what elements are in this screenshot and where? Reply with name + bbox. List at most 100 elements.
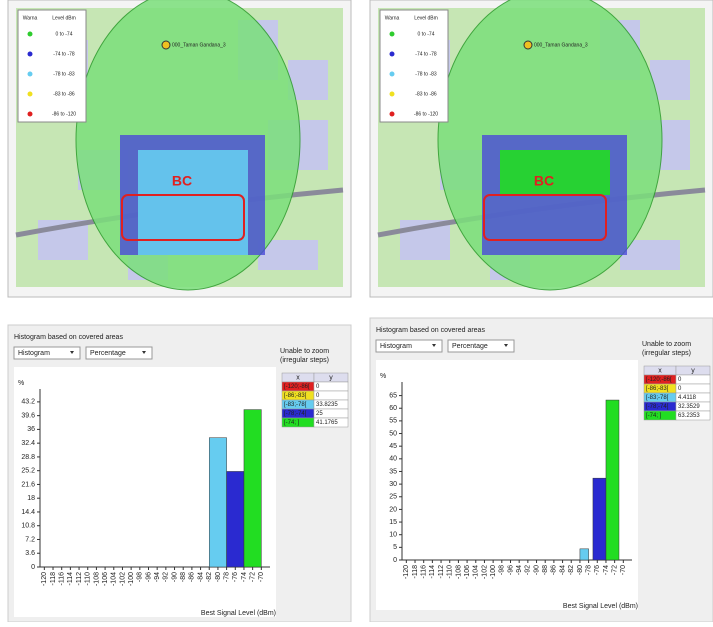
site	[523, 40, 533, 50]
annotation: BC	[534, 173, 554, 189]
dropdown-arrow[interactable]	[70, 351, 74, 354]
y-tick-label: 20	[389, 506, 397, 513]
dropdown-arrow[interactable]	[432, 344, 436, 347]
panel-title: Histogram based on covered areas	[376, 327, 485, 334]
x-tick-label: -118	[50, 572, 57, 586]
legend-label: -78 to -83	[415, 71, 437, 77]
annotation: BC	[172, 173, 192, 189]
site-label: 000_Taman Gandana_3	[534, 42, 588, 48]
bar	[208, 437, 227, 568]
x-tick-label: -116	[59, 572, 66, 586]
y-tick-label: 3.6	[25, 550, 35, 557]
x-tick-label: -90	[533, 565, 540, 575]
dropdown[interactable]	[375, 339, 443, 353]
bar	[226, 471, 245, 568]
dropdown[interactable]	[13, 346, 81, 360]
x-tick-label: -100	[128, 572, 135, 586]
coverage-band	[138, 150, 248, 255]
table-key: [-74; ]	[284, 420, 300, 426]
map: BC 000_Taman Gandana_3 Warna Level dBm 0 to …	[369, 0, 713, 298]
x-tick-label: -120	[41, 572, 48, 586]
dropdown-arrow[interactable]	[142, 351, 146, 354]
table-value: 0	[678, 386, 682, 392]
bar	[592, 477, 607, 561]
panel-title: Histogram based on covered areas	[14, 334, 123, 341]
histogram-panel: Histogram based on covered areas Histogra…	[369, 317, 713, 623]
y-tick-label: 7.2	[25, 536, 35, 543]
x-tick-label: -78	[585, 565, 592, 575]
legend-label: 0 to -74	[418, 31, 435, 37]
x-tick-label: -86	[189, 572, 196, 582]
legend	[17, 9, 87, 123]
y-tick-label: 55	[389, 418, 397, 425]
legend-label: -86 to -120	[52, 111, 76, 117]
legend-label: -74 to -78	[53, 51, 75, 57]
note-box: Unable to zoom (irregular steps)	[642, 341, 691, 357]
x-tick-label: -104	[111, 572, 118, 586]
y-tick-label: 10.8	[21, 523, 35, 530]
y-tick-label: 28.8	[21, 454, 35, 461]
legend-label: -83 to -86	[53, 91, 75, 97]
dropdown[interactable]	[85, 346, 153, 360]
map: BC 000_Taman Gandana_3 Warna Level dBm 0 to …	[7, 0, 352, 298]
dropdown[interactable]	[447, 339, 515, 353]
y-tick-label: 60	[389, 405, 397, 412]
y-tick-label: 40	[389, 456, 397, 463]
table-value-cell	[313, 417, 349, 428]
y-tick-label: 35	[389, 468, 397, 475]
y-tick-label: 32.4	[21, 440, 35, 447]
histogram-panel: Histogram based on covered areas Histogra…	[7, 324, 352, 623]
legend-label: -74 to -78	[415, 51, 437, 57]
note-box: Unable to zoom (irregular steps)	[280, 348, 330, 364]
x-tick-label: -110	[85, 572, 92, 586]
x-tick-label: -90	[171, 572, 178, 582]
x-tick-label: -76	[594, 565, 601, 575]
table-key: [-83;-78[	[646, 395, 669, 401]
y-tick-label: 25.2	[21, 468, 35, 475]
x-tick-label: -94	[516, 565, 523, 575]
x-tick-label: -80	[215, 572, 222, 582]
x-tick-label: -72	[611, 565, 618, 575]
x-tick-label: -84	[197, 572, 204, 582]
table-header: y	[691, 367, 695, 374]
x-tick-label: -70	[620, 565, 627, 575]
table-value: 0	[316, 393, 320, 399]
x-tick-label: -96	[145, 572, 152, 582]
x-tick-label: -96	[507, 565, 514, 575]
x-tick-label: -106	[102, 572, 109, 586]
x-tick-label: -118	[412, 565, 419, 579]
legend-header: Level dBm	[414, 15, 438, 21]
y-tick-label: 21.6	[21, 481, 35, 488]
y-tick-label: 0	[31, 564, 35, 571]
dropdown-arrow[interactable]	[504, 344, 508, 347]
table-header: y	[329, 374, 333, 381]
x-tick-label: -114	[67, 572, 74, 586]
y-tick-label: 43.2	[21, 399, 35, 406]
y-tick-label: 14.4	[21, 509, 35, 516]
x-tick-label: -108	[455, 565, 462, 579]
x-tick-label: -78	[223, 572, 230, 582]
dropdown-label[interactable]: Percentage	[452, 343, 488, 350]
table-value: 41.1765	[316, 420, 338, 426]
table-value: 25	[316, 411, 323, 417]
legend-dot	[389, 71, 395, 77]
y-axis-label: %	[18, 380, 24, 387]
y-axis-label: %	[380, 373, 386, 380]
x-tick-label: -100	[490, 565, 497, 579]
bar	[579, 548, 589, 561]
note: Unable to zoom (irregular steps)	[280, 348, 330, 364]
dropdown-label[interactable]: Histogram	[380, 343, 412, 350]
dropdown-label[interactable]: Percentage	[90, 350, 126, 357]
x-tick-label: -98	[499, 565, 506, 575]
table-key: [-83;-78[	[284, 402, 307, 408]
x-tick-label: -82	[568, 565, 575, 575]
y-tick-label: 45	[389, 443, 397, 450]
x-tick-label: -80	[577, 565, 584, 575]
x-tick-label: -102	[119, 572, 126, 586]
x-tick-label: -92	[163, 572, 170, 582]
table-key: [-120;-86[	[646, 377, 672, 383]
y-tick-label: 5	[393, 544, 397, 551]
x-tick-label: -88	[180, 572, 187, 582]
dropdown-label[interactable]: Histogram	[18, 350, 50, 357]
x-tick-label: -84	[559, 565, 566, 575]
